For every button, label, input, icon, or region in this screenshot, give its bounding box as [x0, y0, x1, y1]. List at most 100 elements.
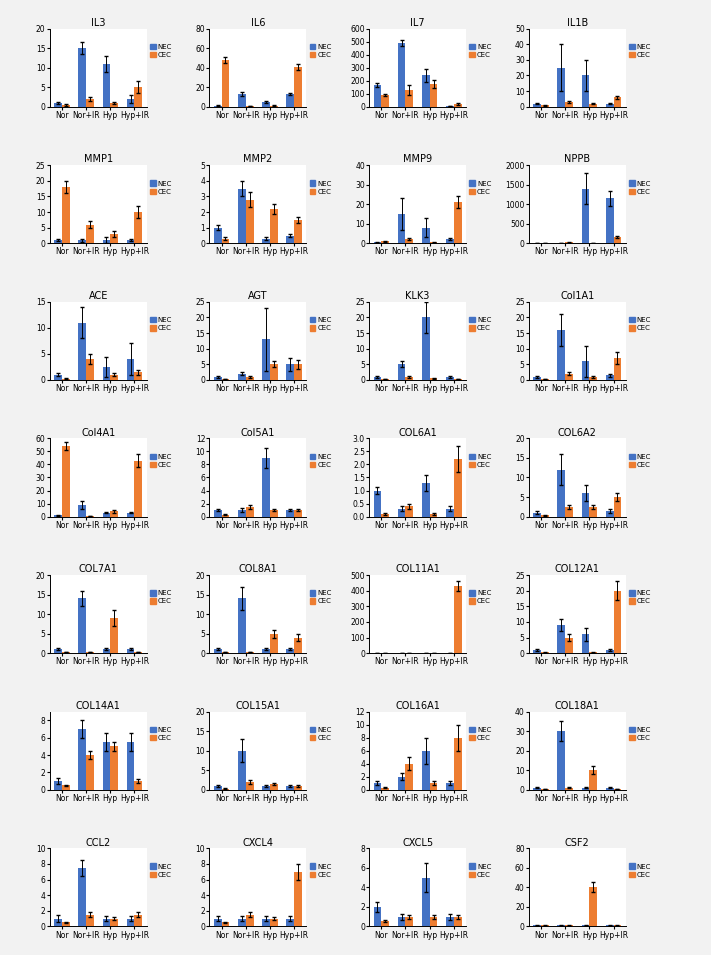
Bar	[54, 919, 62, 926]
Bar	[429, 783, 437, 790]
Title: COL14A1: COL14A1	[76, 701, 121, 711]
Bar	[405, 377, 413, 380]
Bar	[102, 64, 110, 107]
Bar	[397, 214, 405, 244]
Bar	[397, 43, 405, 107]
Bar	[110, 103, 118, 107]
Bar	[397, 917, 405, 926]
Bar	[429, 243, 437, 244]
Bar	[222, 789, 230, 790]
Bar	[541, 105, 549, 107]
Bar	[214, 919, 222, 926]
Bar	[565, 507, 573, 517]
Bar	[127, 649, 134, 653]
Bar	[582, 189, 589, 244]
Bar	[62, 446, 70, 517]
Bar	[86, 224, 94, 244]
Legend: NEC, CEC: NEC, CEC	[629, 454, 651, 468]
Legend: NEC, CEC: NEC, CEC	[629, 317, 651, 331]
Bar	[565, 925, 573, 926]
Title: Col5A1: Col5A1	[241, 428, 275, 437]
Bar	[238, 599, 246, 653]
Title: AGT: AGT	[248, 291, 267, 301]
Bar	[397, 776, 405, 790]
Bar	[294, 364, 302, 380]
Bar	[102, 241, 110, 244]
Bar	[422, 751, 429, 790]
Bar	[454, 586, 461, 653]
Bar	[86, 99, 94, 107]
Bar	[557, 330, 565, 380]
Bar	[134, 212, 142, 244]
Bar	[614, 237, 621, 244]
Bar	[565, 243, 573, 244]
Legend: NEC, CEC: NEC, CEC	[150, 454, 172, 468]
Bar	[238, 94, 246, 107]
Bar	[78, 241, 86, 244]
Bar	[86, 755, 94, 790]
Title: IL7: IL7	[410, 18, 425, 28]
Bar	[102, 513, 110, 517]
Bar	[557, 625, 565, 653]
Bar	[422, 75, 429, 107]
Bar	[589, 507, 597, 517]
Legend: NEC, CEC: NEC, CEC	[629, 727, 651, 741]
Bar	[606, 925, 614, 926]
Bar	[533, 513, 541, 517]
Bar	[238, 510, 246, 517]
Bar	[262, 919, 270, 926]
Bar	[405, 506, 413, 517]
Bar	[54, 241, 62, 244]
Bar	[54, 374, 62, 380]
Bar	[214, 786, 222, 790]
Bar	[446, 377, 454, 380]
Legend: NEC, CEC: NEC, CEC	[469, 454, 491, 468]
Bar	[222, 515, 230, 517]
Bar	[294, 638, 302, 653]
Bar	[262, 339, 270, 380]
Bar	[294, 67, 302, 107]
Bar	[287, 236, 294, 244]
Bar	[86, 359, 94, 380]
Title: Col1A1: Col1A1	[560, 291, 594, 301]
Title: CXCL4: CXCL4	[242, 838, 273, 847]
Bar	[78, 505, 86, 517]
Bar	[287, 94, 294, 107]
Title: COL18A1: COL18A1	[555, 701, 599, 711]
Bar	[373, 783, 381, 790]
Bar	[62, 652, 70, 653]
Legend: NEC, CEC: NEC, CEC	[150, 590, 172, 605]
Bar	[62, 785, 70, 790]
Bar	[565, 102, 573, 107]
Bar	[405, 917, 413, 926]
Title: IL3: IL3	[91, 18, 105, 28]
Title: NPPB: NPPB	[565, 155, 590, 164]
Title: CSF2: CSF2	[565, 838, 589, 847]
Legend: NEC, CEC: NEC, CEC	[310, 44, 332, 58]
Legend: NEC, CEC: NEC, CEC	[310, 317, 332, 331]
Bar	[373, 907, 381, 926]
Bar	[589, 771, 597, 790]
Bar	[110, 919, 118, 926]
Bar	[606, 103, 614, 107]
Bar	[422, 317, 429, 380]
Bar	[134, 87, 142, 107]
Bar	[86, 652, 94, 653]
Bar	[270, 106, 278, 107]
Bar	[86, 915, 94, 926]
Bar	[134, 652, 142, 653]
Title: MMP1: MMP1	[84, 155, 113, 164]
Legend: NEC, CEC: NEC, CEC	[469, 44, 491, 58]
Bar	[533, 788, 541, 790]
Bar	[614, 591, 621, 653]
Bar	[270, 633, 278, 653]
Bar	[614, 925, 621, 926]
Bar	[405, 240, 413, 244]
Bar	[606, 788, 614, 790]
Bar	[294, 220, 302, 244]
Bar	[246, 200, 254, 244]
Legend: NEC, CEC: NEC, CEC	[150, 727, 172, 741]
Legend: NEC, CEC: NEC, CEC	[469, 180, 491, 195]
Bar	[127, 513, 134, 517]
Bar	[287, 364, 294, 380]
